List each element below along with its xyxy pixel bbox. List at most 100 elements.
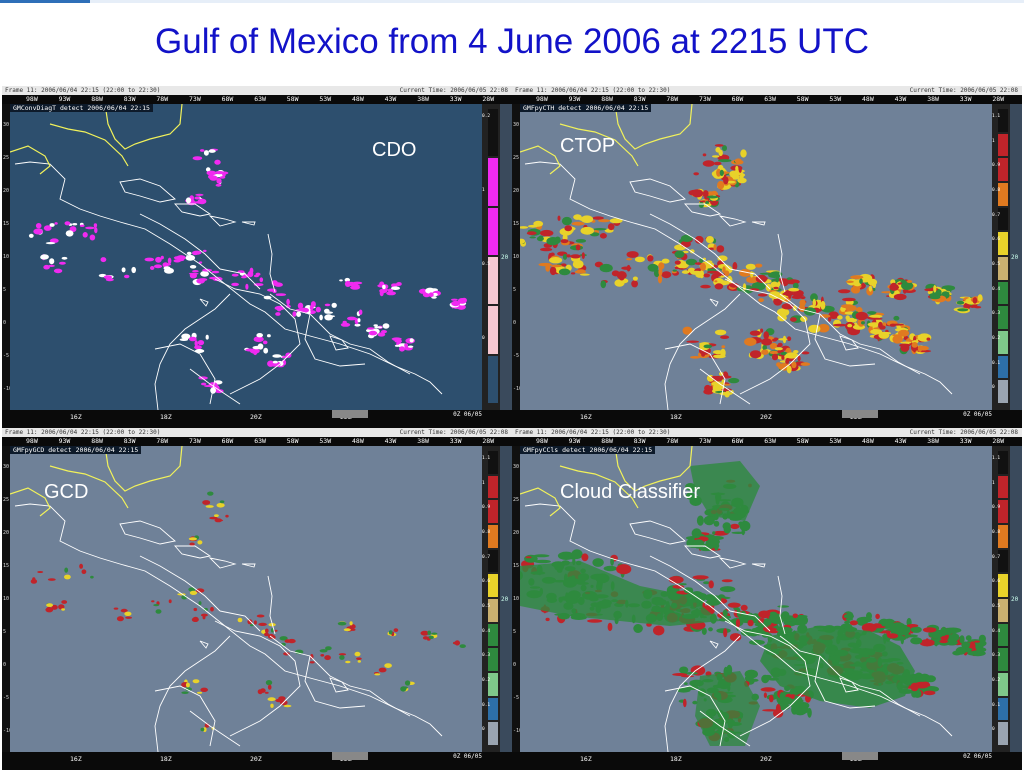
cloud-echo — [225, 515, 228, 518]
cloud-echo — [626, 258, 632, 260]
cloud-echo — [700, 285, 711, 289]
cloud-echo — [374, 324, 378, 326]
time-slider-handle[interactable] — [332, 752, 368, 760]
cloud-echo — [686, 259, 697, 266]
scale-value: 0.1 — [482, 703, 490, 708]
cloud-echo — [46, 603, 53, 607]
cloud-echo — [559, 269, 570, 276]
cloud-echo — [572, 222, 585, 226]
cloud-echo — [50, 223, 55, 227]
scale-swatch — [488, 306, 498, 353]
cloud-echo — [324, 311, 333, 313]
latitude-label: 0 — [3, 320, 6, 326]
time-slider-bar[interactable]: 16Z18Z20Z22Z0Z 06/05 — [512, 410, 1022, 428]
longitude-label: 48W — [862, 95, 874, 104]
cloud-echo — [907, 624, 919, 627]
cloud-echo — [956, 647, 967, 655]
time-slider-handle[interactable] — [842, 752, 878, 760]
longitude-label: 68W — [732, 437, 744, 446]
cloud-echo — [460, 644, 466, 648]
scale-swatch — [998, 624, 1008, 647]
longitude-label: 28W — [482, 95, 494, 104]
longitude-label: 78W — [156, 437, 168, 446]
time-slider-bar[interactable]: 16Z18Z20Z22Z0Z 06/05 — [2, 752, 512, 770]
longitude-label: 73W — [189, 95, 201, 104]
scale-swatch — [488, 500, 498, 523]
cloud-echo — [787, 336, 791, 341]
cloud-echo — [890, 622, 906, 632]
latitude-label: -5 — [3, 695, 9, 701]
cloud-echo — [771, 283, 774, 287]
scale-swatch — [488, 722, 498, 745]
current-time: Current Time: 2006/06/05 22:08 — [400, 86, 508, 95]
cloud-echo — [550, 267, 556, 276]
panel-label-gcd: GCD — [44, 481, 88, 504]
longitude-label: 53W — [829, 95, 841, 104]
cloud-echo — [209, 175, 217, 180]
cloud-echo — [592, 558, 603, 567]
cloud-echo — [260, 277, 264, 282]
cloud-echo — [275, 312, 280, 316]
time-slider-bar[interactable]: 16Z18Z20Z22Z0Z 06/05 — [512, 752, 1022, 770]
cloud-echo — [778, 338, 787, 340]
cloud-echo — [386, 291, 396, 295]
cloud-echo — [755, 264, 762, 268]
scale-value: 0.3 — [992, 311, 1000, 316]
cloud-echo — [408, 346, 413, 348]
longitude-label: 28W — [992, 95, 1004, 104]
scale-value: 0.9 — [482, 505, 490, 510]
cloud-echo — [180, 338, 189, 341]
cloud-echo — [907, 280, 913, 283]
cloud-echo — [912, 342, 918, 348]
cloud-echo — [933, 285, 936, 293]
cloud-echo — [273, 361, 278, 364]
cloud-echo — [690, 271, 703, 275]
cloud-echo — [198, 340, 204, 345]
scale-value: 0.8 — [482, 530, 490, 535]
time-label: 16Z — [580, 413, 592, 421]
cloud-echo — [619, 274, 625, 281]
cloud-echo — [339, 653, 346, 655]
cloud-echo — [761, 350, 768, 355]
cloud-echo — [61, 608, 65, 610]
product-label: GMConvDiagT detect 2006/06/04 22:15 — [10, 104, 153, 112]
cloud-echo — [731, 532, 745, 534]
scale-value: 0.9 — [992, 505, 1000, 510]
longitude-label: 63W — [254, 437, 266, 446]
cloud-echo — [752, 628, 764, 631]
cloud-echo — [720, 170, 724, 176]
cloud-echo — [692, 528, 702, 538]
cloud-echo — [404, 343, 408, 347]
cloud-echo — [124, 612, 131, 616]
time-slider-handle[interactable] — [842, 410, 878, 418]
longitude-label: 58W — [287, 95, 299, 104]
cloud-echo — [776, 275, 780, 282]
cloud-echo — [807, 708, 812, 718]
cloud-echo — [195, 194, 203, 196]
latitude-label: -5 — [513, 353, 519, 359]
time-slider-bar[interactable]: 16Z18Z20Z22Z0Z 06/05 — [2, 410, 512, 428]
cloud-echo — [728, 603, 741, 608]
cloud-echo — [744, 338, 756, 346]
longitude-label: 63W — [764, 95, 776, 104]
time-slider-handle[interactable] — [332, 410, 368, 418]
cloud-echo — [850, 275, 863, 279]
cloud-echo — [808, 325, 820, 333]
cloud-echo — [712, 155, 719, 157]
longitude-label: 28W — [992, 437, 1004, 446]
cloud-echo — [720, 586, 735, 592]
cloud-echo — [72, 223, 77, 225]
cloud-echo — [713, 244, 716, 250]
longitude-label: 68W — [222, 95, 234, 104]
longitude-label: 58W — [287, 437, 299, 446]
product-label: GMFpyCCls detect 2006/06/04 22:15 — [520, 446, 655, 454]
cloud-echo — [209, 149, 216, 153]
panel-header: Frame 11: 2006/06/04 22:15 (22:00 to 22:… — [512, 428, 1022, 437]
cloud-echo — [704, 345, 713, 349]
cloud-echo — [117, 616, 124, 621]
cloud-echo — [296, 311, 301, 317]
cloud-echo — [194, 345, 202, 349]
cloud-echo — [207, 492, 213, 496]
scale-swatch — [488, 574, 498, 597]
cloud-echo — [841, 304, 854, 308]
